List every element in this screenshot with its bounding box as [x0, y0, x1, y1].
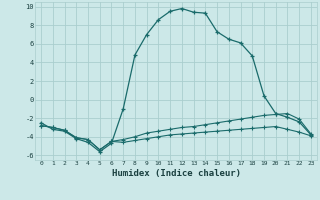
X-axis label: Humidex (Indice chaleur): Humidex (Indice chaleur) [111, 169, 241, 178]
